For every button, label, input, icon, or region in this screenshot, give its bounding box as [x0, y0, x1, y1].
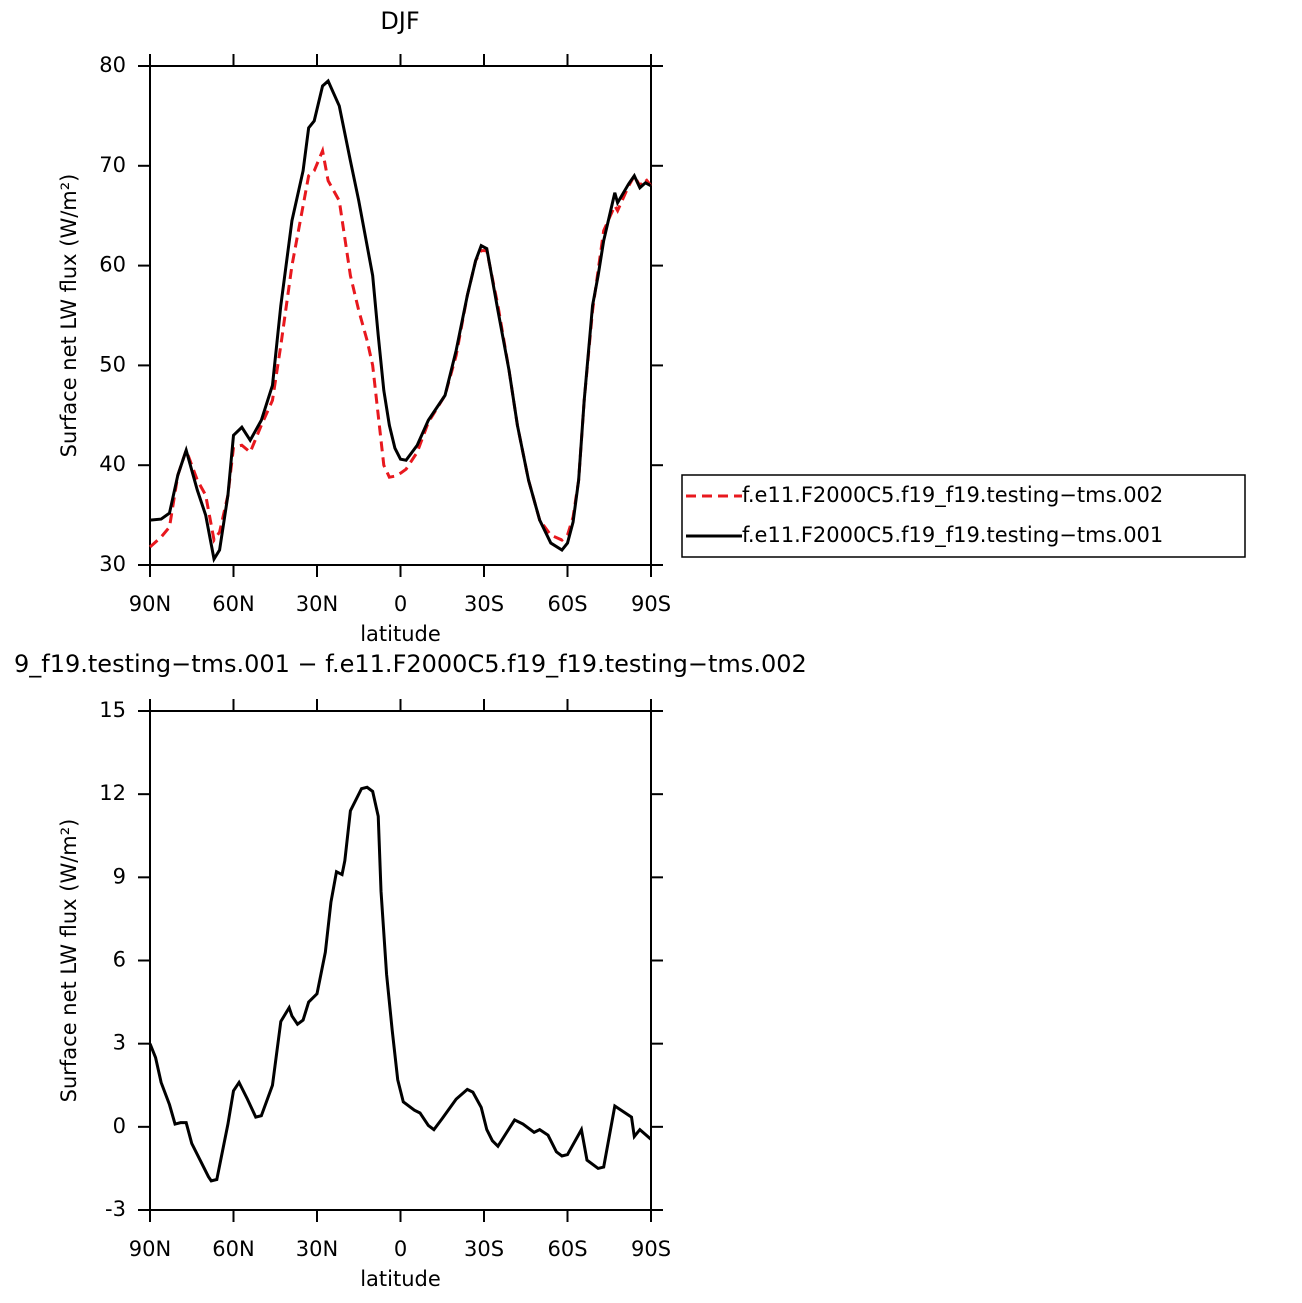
chart-title: DJF	[380, 7, 419, 35]
x-tick-label: 0	[394, 1237, 407, 1261]
legend-box	[681, 474, 1246, 558]
x-tick-label: 0	[394, 592, 407, 616]
x-tick-label: 60S	[547, 592, 587, 616]
x-axis-label: latitude	[360, 622, 441, 646]
y-tick-label: 50	[99, 352, 126, 376]
chart-title: 9_f19.testing−tms.001 − f.e11.F2000C5.f1…	[14, 650, 807, 678]
x-tick-label: 90N	[129, 1237, 171, 1261]
y-tick-label: 9	[113, 864, 126, 888]
y-tick-label: 6	[113, 948, 126, 972]
data-line	[148, 145, 653, 549]
x-tick-label: 90S	[631, 592, 671, 616]
x-tick-label: 60S	[547, 1237, 587, 1261]
x-tick-label: 30N	[296, 1237, 338, 1261]
x-tick-label: 30S	[464, 1237, 504, 1261]
y-axis-label: Surface net LW flux (W/m²)	[57, 174, 81, 458]
y-tick-label: 15	[99, 698, 126, 722]
y-tick-label: 12	[99, 781, 126, 805]
y-tick-label: 40	[99, 452, 126, 476]
legend-label: f.e11.F2000C5.f19_f19.testing−tms.001	[742, 523, 1163, 548]
y-axis-label: Surface net LW flux (W/m²)	[57, 819, 81, 1103]
x-tick-label: 60N	[212, 592, 254, 616]
data-line	[149, 78, 652, 564]
y-tick-label: 3	[113, 1031, 126, 1055]
x-axis-label: latitude	[360, 1267, 441, 1291]
legend-label: f.e11.F2000C5.f19_f19.testing−tms.002	[742, 483, 1163, 508]
y-tick-label: 30	[99, 552, 126, 576]
y-tick-label: 80	[99, 53, 126, 77]
data-line	[148, 785, 652, 1183]
x-tick-label: 30S	[464, 592, 504, 616]
x-tick-label: 90S	[631, 1237, 671, 1261]
y-tick-label: 70	[99, 153, 126, 177]
x-tick-label: 60N	[212, 1237, 254, 1261]
y-tick-label: 0	[113, 1114, 126, 1138]
x-tick-label: 90N	[129, 592, 171, 616]
y-tick-label: 60	[99, 253, 126, 277]
x-tick-label: 30N	[296, 592, 338, 616]
y-tick-label: -3	[105, 1197, 126, 1221]
